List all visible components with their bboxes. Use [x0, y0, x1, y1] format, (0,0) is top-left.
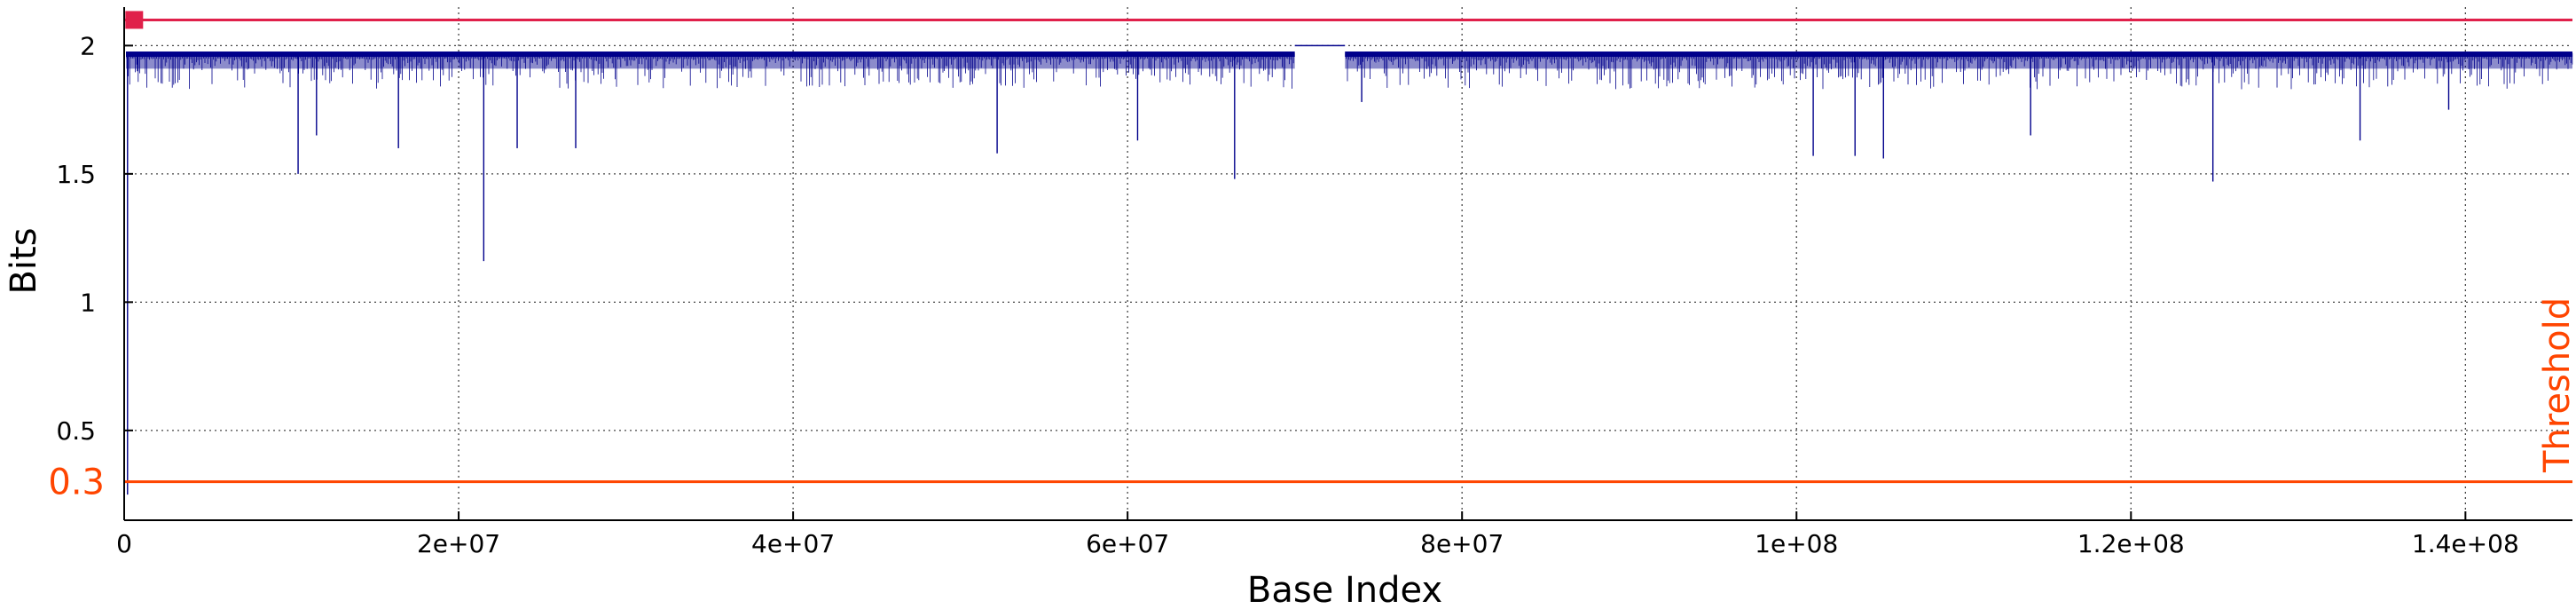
threshold-label: Threshold	[2537, 297, 2576, 473]
x-axis-title: Base Index	[1247, 570, 1442, 609]
x-tick-label: 4e+07	[751, 529, 835, 558]
y-axis-title: Bits	[4, 227, 44, 294]
x-tick-label: 0	[116, 529, 132, 558]
max-marker	[125, 11, 144, 29]
x-tick-label: 2e+07	[417, 529, 500, 558]
reference-lines: Threshold 0.3	[48, 11, 2576, 503]
x-tick-label: 8e+07	[1420, 529, 1504, 558]
y-tick-label: 1.5	[56, 160, 96, 189]
x-tick-label: 1.2e+08	[2077, 529, 2185, 558]
signal-noise	[126, 53, 2573, 90]
grid	[124, 7, 2572, 520]
axes	[123, 7, 2572, 521]
data-series	[126, 44, 2573, 495]
y-tick-label: 2	[80, 31, 96, 60]
x-axis-ticks: 0 2e+07 4e+07 6e+07 8e+07 1e+08 1.2e+08 1.4e+08	[116, 511, 2519, 558]
threshold-value-label: 0.3	[48, 463, 105, 503]
x-tick-label: 1e+08	[1755, 529, 1838, 558]
y-tick-label: 0.5	[56, 416, 96, 446]
y-axis-ticks: 0.5 1 1.5 2	[56, 31, 133, 446]
x-tick-label: 6e+07	[1086, 529, 1169, 558]
x-tick-label: 1.4e+08	[2412, 529, 2519, 558]
signal-top	[1345, 51, 2572, 58]
y-tick-label: 1	[80, 288, 96, 317]
